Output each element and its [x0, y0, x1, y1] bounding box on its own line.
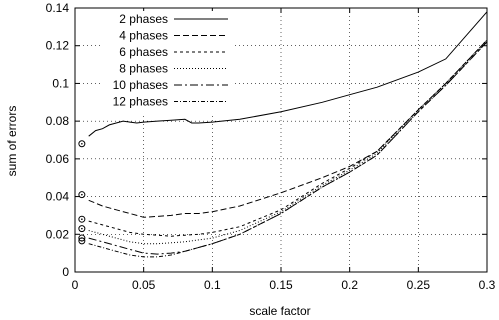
series-line-8-phases — [88, 39, 488, 245]
y-tick-label: 0.12 — [46, 39, 70, 53]
series-line-12-phases — [88, 41, 488, 258]
circle-marker-ring — [78, 191, 86, 199]
legend-label: 6 phases — [119, 45, 168, 59]
legend-label: 2 phases — [119, 12, 168, 26]
x-axis-label: scale factor — [249, 304, 310, 318]
series-line-6-phases — [88, 39, 488, 237]
y-axis-label: sum of errors — [5, 106, 19, 177]
x-tick-label: 0.2 — [341, 278, 358, 292]
y-axis-ticks: 0 0.02 0.04 0.06 0.08 0.1 0.12 0.14 — [46, 1, 487, 279]
circle-marker — [78, 225, 86, 233]
y-tick-label: 0 — [62, 265, 69, 279]
circle-marker-dot — [81, 227, 83, 230]
circle-marker-dot — [81, 142, 83, 145]
y-tick-label: 0.04 — [46, 190, 70, 204]
x-tick-label: 0.25 — [407, 278, 431, 292]
circle-marker-dot — [81, 218, 83, 220]
legend-label: 4 phases — [119, 29, 168, 43]
circle-marker-dot — [81, 240, 83, 242]
legend-background — [100, 11, 234, 114]
x-tick-label: 0 — [72, 278, 79, 292]
y-tick-label: 0.06 — [46, 152, 70, 166]
y-tick-label: 0.02 — [46, 227, 70, 241]
x-tick-label: 0.15 — [269, 278, 293, 292]
legend-label: 10 phases — [113, 78, 168, 92]
series-line-4-phases — [88, 39, 488, 218]
circle-marker — [78, 215, 86, 223]
circle-marker — [78, 191, 86, 199]
circle-marker — [78, 140, 86, 148]
y-tick-label: 0.14 — [46, 1, 70, 15]
x-tick-label: 0.3 — [479, 278, 496, 292]
circle-marker — [78, 237, 86, 245]
series-line-2-phases — [88, 11, 488, 137]
circle-marker-ring — [78, 140, 86, 148]
x-tick-label: 0.1 — [204, 278, 221, 292]
series-lines — [88, 11, 488, 258]
circle-marker-ring — [78, 215, 86, 223]
legend-label: 8 phases — [119, 62, 168, 76]
x-tick-label: 0.05 — [132, 278, 156, 292]
y-tick-label: 0.08 — [46, 114, 70, 128]
legend: 2 phases 4 phases 6 phases 8 phases 10 phase… — [100, 11, 234, 114]
start-markers — [78, 140, 86, 245]
circle-marker-ring — [78, 225, 86, 233]
circle-marker-ring — [78, 237, 86, 245]
circle-marker-dot — [81, 193, 83, 196]
y-tick-label: 0.1 — [52, 76, 69, 90]
legend-label: 12 phases — [113, 95, 168, 109]
